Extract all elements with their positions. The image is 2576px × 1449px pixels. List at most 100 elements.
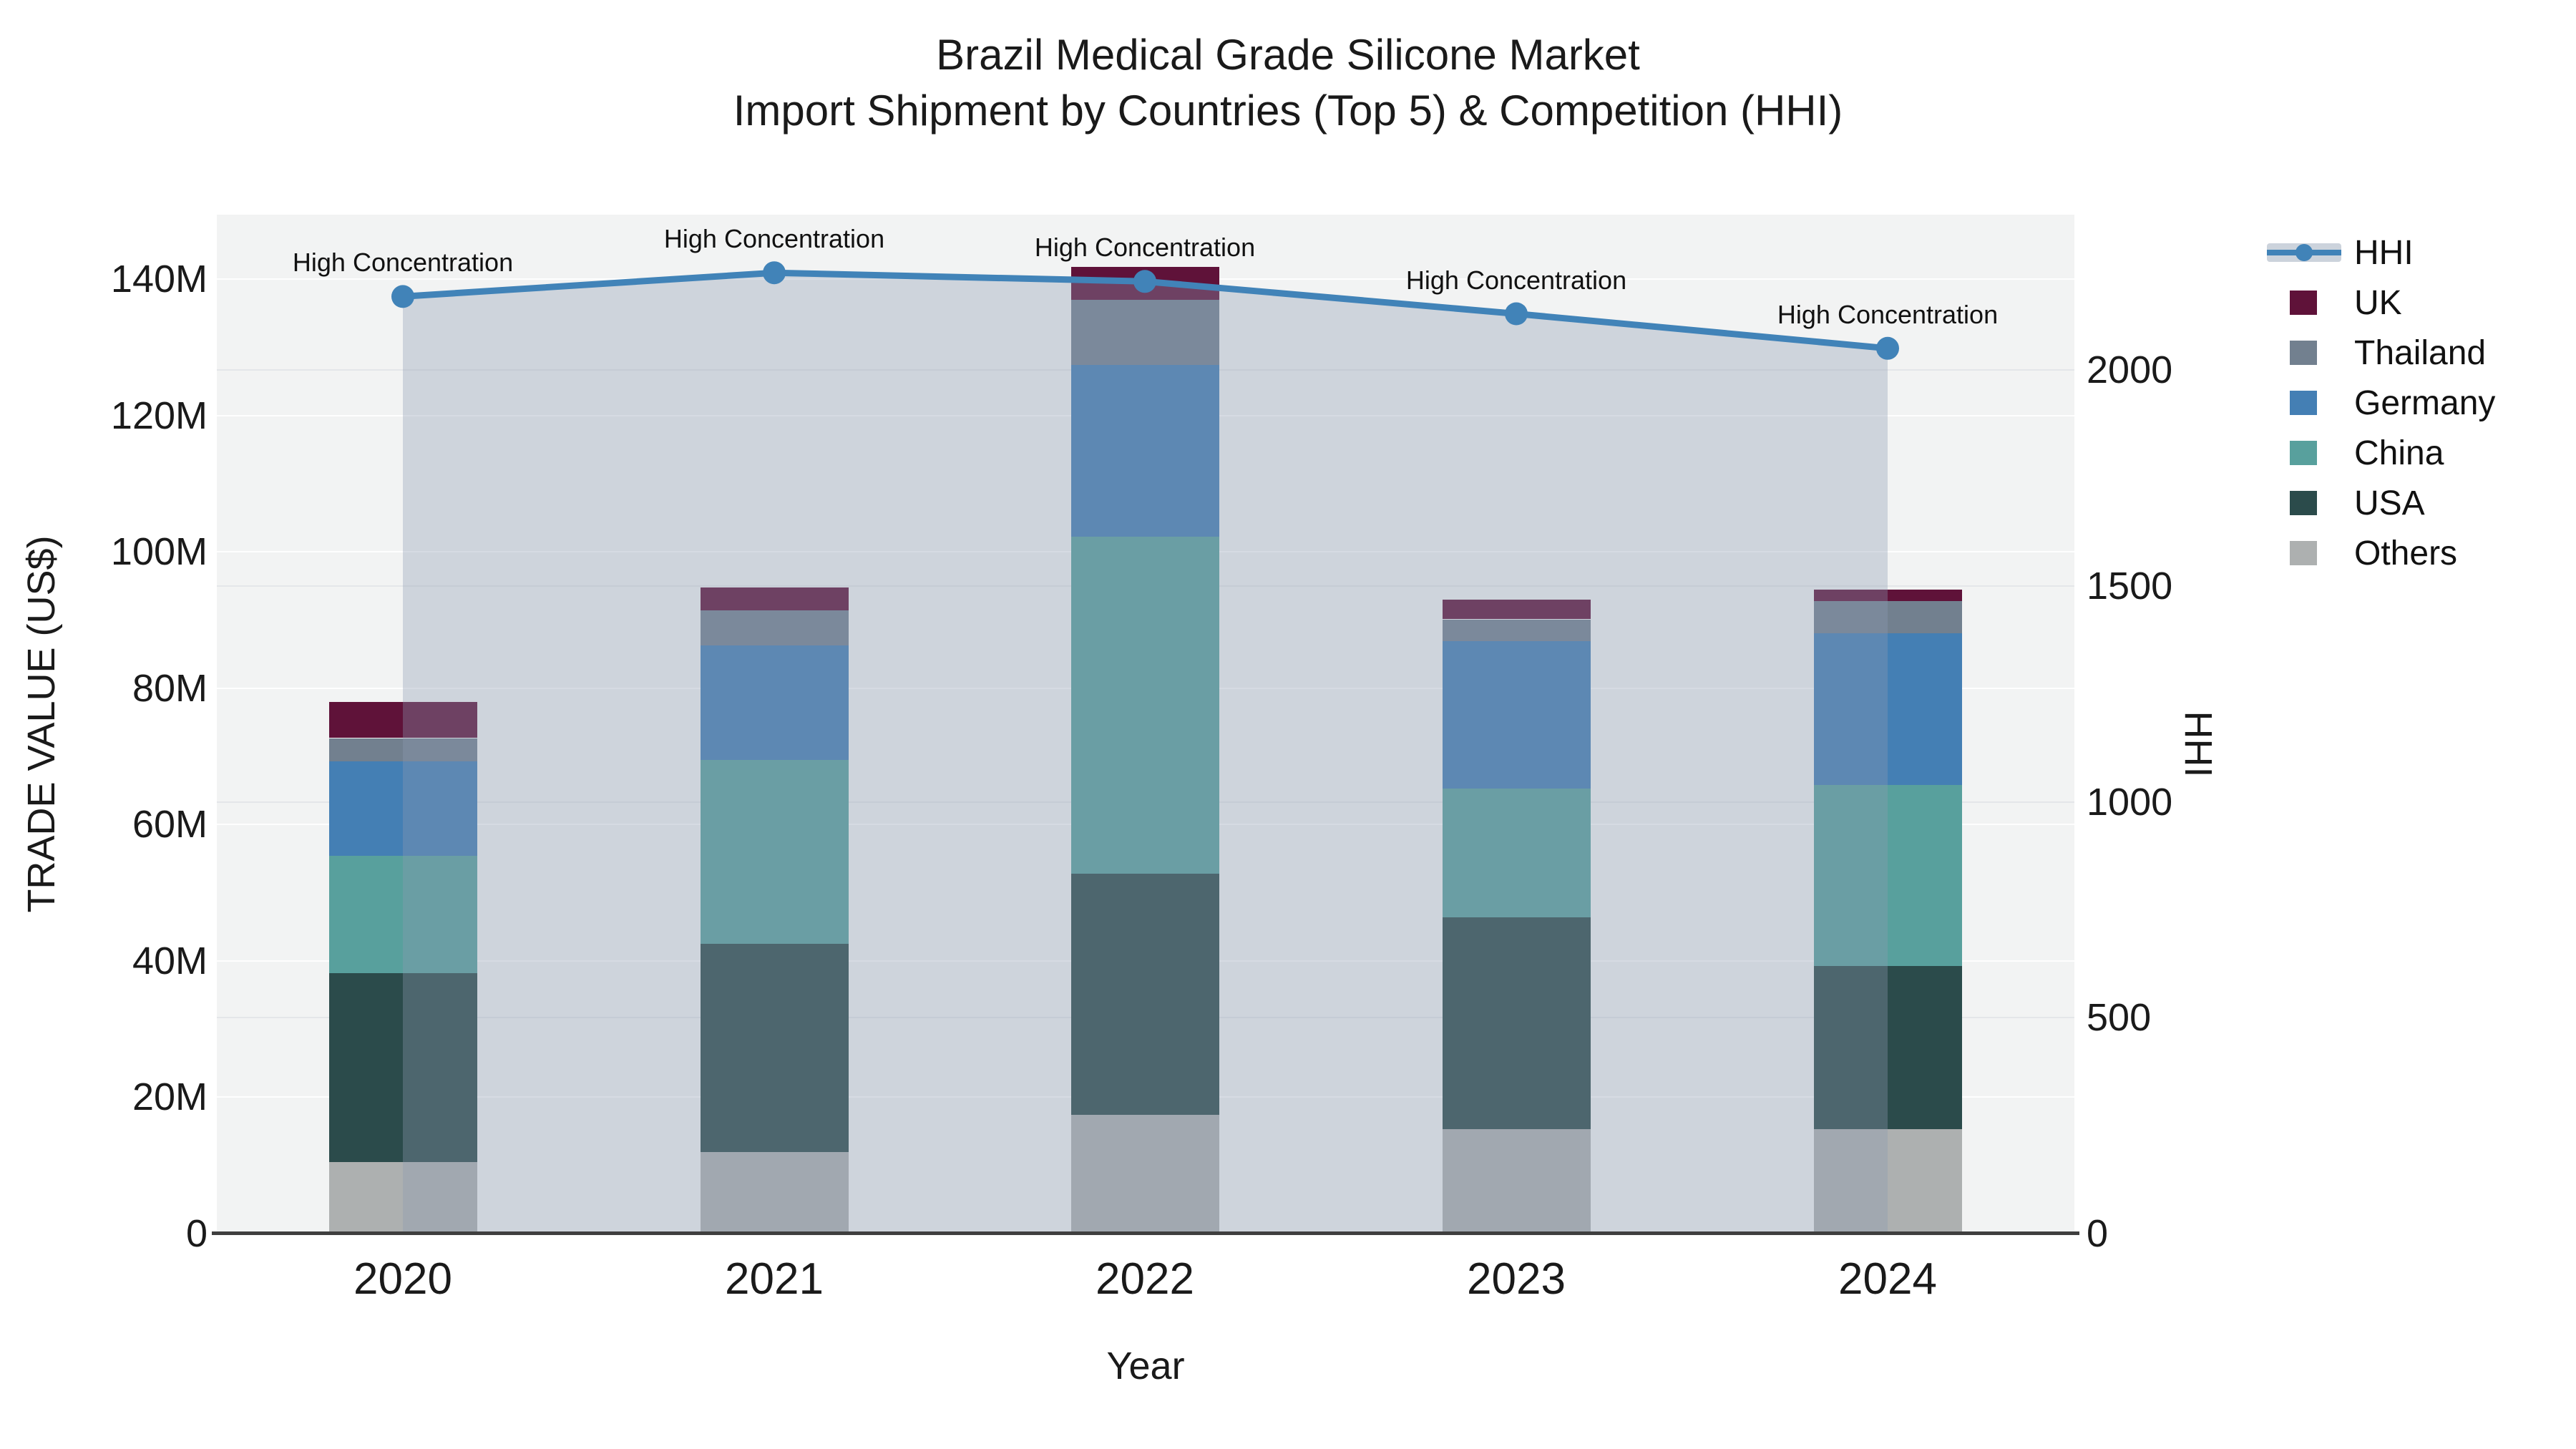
bar-segment-usa-2024 xyxy=(1813,965,1962,1129)
bar-segment-thailand-2022 xyxy=(1070,300,1219,365)
bar-segment-china-2020 xyxy=(328,856,477,973)
legend-label-uk: UK xyxy=(2354,283,2402,322)
bar-segment-usa-2023 xyxy=(1442,917,1591,1129)
bar-segment-others-2024 xyxy=(1813,1129,1962,1234)
legend-swatch-others xyxy=(2261,541,2346,565)
bar-segment-thailand-2023 xyxy=(1442,620,1591,641)
legend-swatch-china xyxy=(2261,441,2346,465)
y-left-tick-0: 0 xyxy=(185,1212,208,1255)
y-axis-right-title: HHI xyxy=(2177,711,2220,778)
y-right-tick-1500: 1500 xyxy=(2087,564,2173,608)
chart-title: Brazil Medical Grade Silicone Market Imp… xyxy=(0,27,2576,139)
legend-label-usa: USA xyxy=(2354,484,2425,522)
bar-segment-germany-2021 xyxy=(700,645,849,760)
bar-segment-others-2022 xyxy=(1070,1115,1219,1234)
hhi-overlay xyxy=(391,261,1899,1234)
bar-segment-usa-2020 xyxy=(328,973,477,1162)
y-left-tick-140M: 140M xyxy=(110,258,208,301)
legend-label-thailand: Thailand xyxy=(2354,333,2487,372)
annotation-high-concentration-2023: High Concentration xyxy=(1405,265,1627,295)
annotation-high-concentration-2022: High Concentration xyxy=(1034,233,1256,263)
hhi-marker-2021 xyxy=(763,261,786,285)
hhi-marker-swatch xyxy=(2296,244,2313,261)
swatch-china xyxy=(2290,441,2317,465)
y-right-tick-2000: 2000 xyxy=(2087,348,2173,391)
bar-segment-others-2021 xyxy=(700,1152,849,1234)
y-left-tick-20M: 20M xyxy=(132,1075,208,1119)
bar-segment-thailand-2024 xyxy=(1813,600,1962,633)
swatch-usa xyxy=(2290,491,2317,515)
bar-segment-germany-2023 xyxy=(1442,641,1591,789)
bar-segment-uk-2023 xyxy=(1442,600,1591,619)
bar-2022 xyxy=(1070,266,1219,1234)
legend-label-hhi: HHI xyxy=(2354,233,2414,272)
legend-swatch-usa xyxy=(2261,491,2346,515)
chart-title-line1: Brazil Medical Grade Silicone Market xyxy=(936,31,1640,79)
hhi-area-swatch xyxy=(2267,243,2341,262)
legend-item-others: Others xyxy=(2261,528,2495,578)
legend-item-thailand: Thailand xyxy=(2261,328,2495,378)
bar-2023 xyxy=(1442,600,1591,1234)
legend-item-hhi: HHI xyxy=(2261,228,2495,278)
bar-segment-germany-2024 xyxy=(1813,633,1962,785)
x-tick-2022: 2022 xyxy=(1096,1254,1194,1304)
y-left-tick-100M: 100M xyxy=(110,530,208,574)
bar-2020 xyxy=(328,702,477,1234)
bar-2024 xyxy=(1813,589,1962,1234)
hhi-marker-2023 xyxy=(1505,302,1528,326)
legend-label-china: China xyxy=(2354,434,2444,472)
x-tick-2020: 2020 xyxy=(353,1254,452,1304)
bar-segment-germany-2022 xyxy=(1070,365,1219,537)
annotation-high-concentration-2021: High Concentration xyxy=(663,224,885,254)
bar-segment-uk-2020 xyxy=(328,702,477,738)
hhi-area-fill xyxy=(403,273,1888,1234)
swatch-thailand xyxy=(2290,341,2317,365)
y-right-tick-1000: 1000 xyxy=(2087,780,2173,824)
legend-swatch-uk xyxy=(2261,291,2346,315)
bar-2021 xyxy=(700,587,849,1234)
y-left-tick-60M: 60M xyxy=(132,803,208,847)
bar-segment-thailand-2021 xyxy=(700,610,849,645)
legend-hhi-line-swatch xyxy=(2261,243,2346,262)
bar-segment-others-2020 xyxy=(328,1162,477,1234)
bar-segment-thailand-2020 xyxy=(328,738,477,761)
legend-swatch-thailand xyxy=(2261,341,2346,365)
swatch-others xyxy=(2290,541,2317,565)
chart-title-line2: Import Shipment by Countries (Top 5) & C… xyxy=(733,87,1843,135)
legend: HHI UK Thailand Germany China USA Others xyxy=(2261,228,2495,578)
legend-item-usa: USA xyxy=(2261,478,2495,528)
annotation-high-concentration-2020: High Concentration xyxy=(292,248,514,278)
bar-segment-others-2023 xyxy=(1442,1129,1591,1234)
x-axis-title: Year xyxy=(1106,1345,1185,1387)
legend-swatch-germany xyxy=(2261,391,2346,415)
bar-segment-china-2024 xyxy=(1813,785,1962,966)
x-axis-line xyxy=(212,1231,2079,1235)
bar-segment-uk-2021 xyxy=(700,587,849,610)
bar-segment-usa-2021 xyxy=(700,944,849,1152)
bar-segment-china-2023 xyxy=(1442,789,1591,917)
hhi-marker-2022 xyxy=(1133,270,1156,293)
x-tick-2024: 2024 xyxy=(1838,1254,1937,1304)
x-tick-2023: 2023 xyxy=(1467,1254,1566,1304)
swatch-uk xyxy=(2290,291,2317,315)
y-left-tick-80M: 80M xyxy=(132,666,208,710)
plot-area: High Concentration High Concentration High… xyxy=(217,215,2074,1234)
legend-item-germany: Germany xyxy=(2261,378,2495,428)
bar-segment-uk-2024 xyxy=(1813,590,1962,601)
y-left-tick-120M: 120M xyxy=(110,394,208,437)
y-right-tick-500: 500 xyxy=(2087,996,2152,1040)
annotation-high-concentration-2024: High Concentration xyxy=(1777,299,1999,329)
y-left-tick-40M: 40M xyxy=(132,939,208,982)
bar-segment-china-2022 xyxy=(1070,537,1219,874)
y-right-tick-0: 0 xyxy=(2087,1212,2109,1255)
hhi-marker-2024 xyxy=(1876,336,1899,360)
legend-label-others: Others xyxy=(2354,534,2458,572)
swatch-germany xyxy=(2290,391,2317,415)
bar-segment-germany-2020 xyxy=(328,761,477,856)
bar-segment-china-2021 xyxy=(700,760,849,944)
hhi-marker-2020 xyxy=(391,285,414,308)
legend-item-china: China xyxy=(2261,428,2495,478)
bar-segment-usa-2022 xyxy=(1070,874,1219,1115)
legend-label-germany: Germany xyxy=(2354,384,2496,422)
